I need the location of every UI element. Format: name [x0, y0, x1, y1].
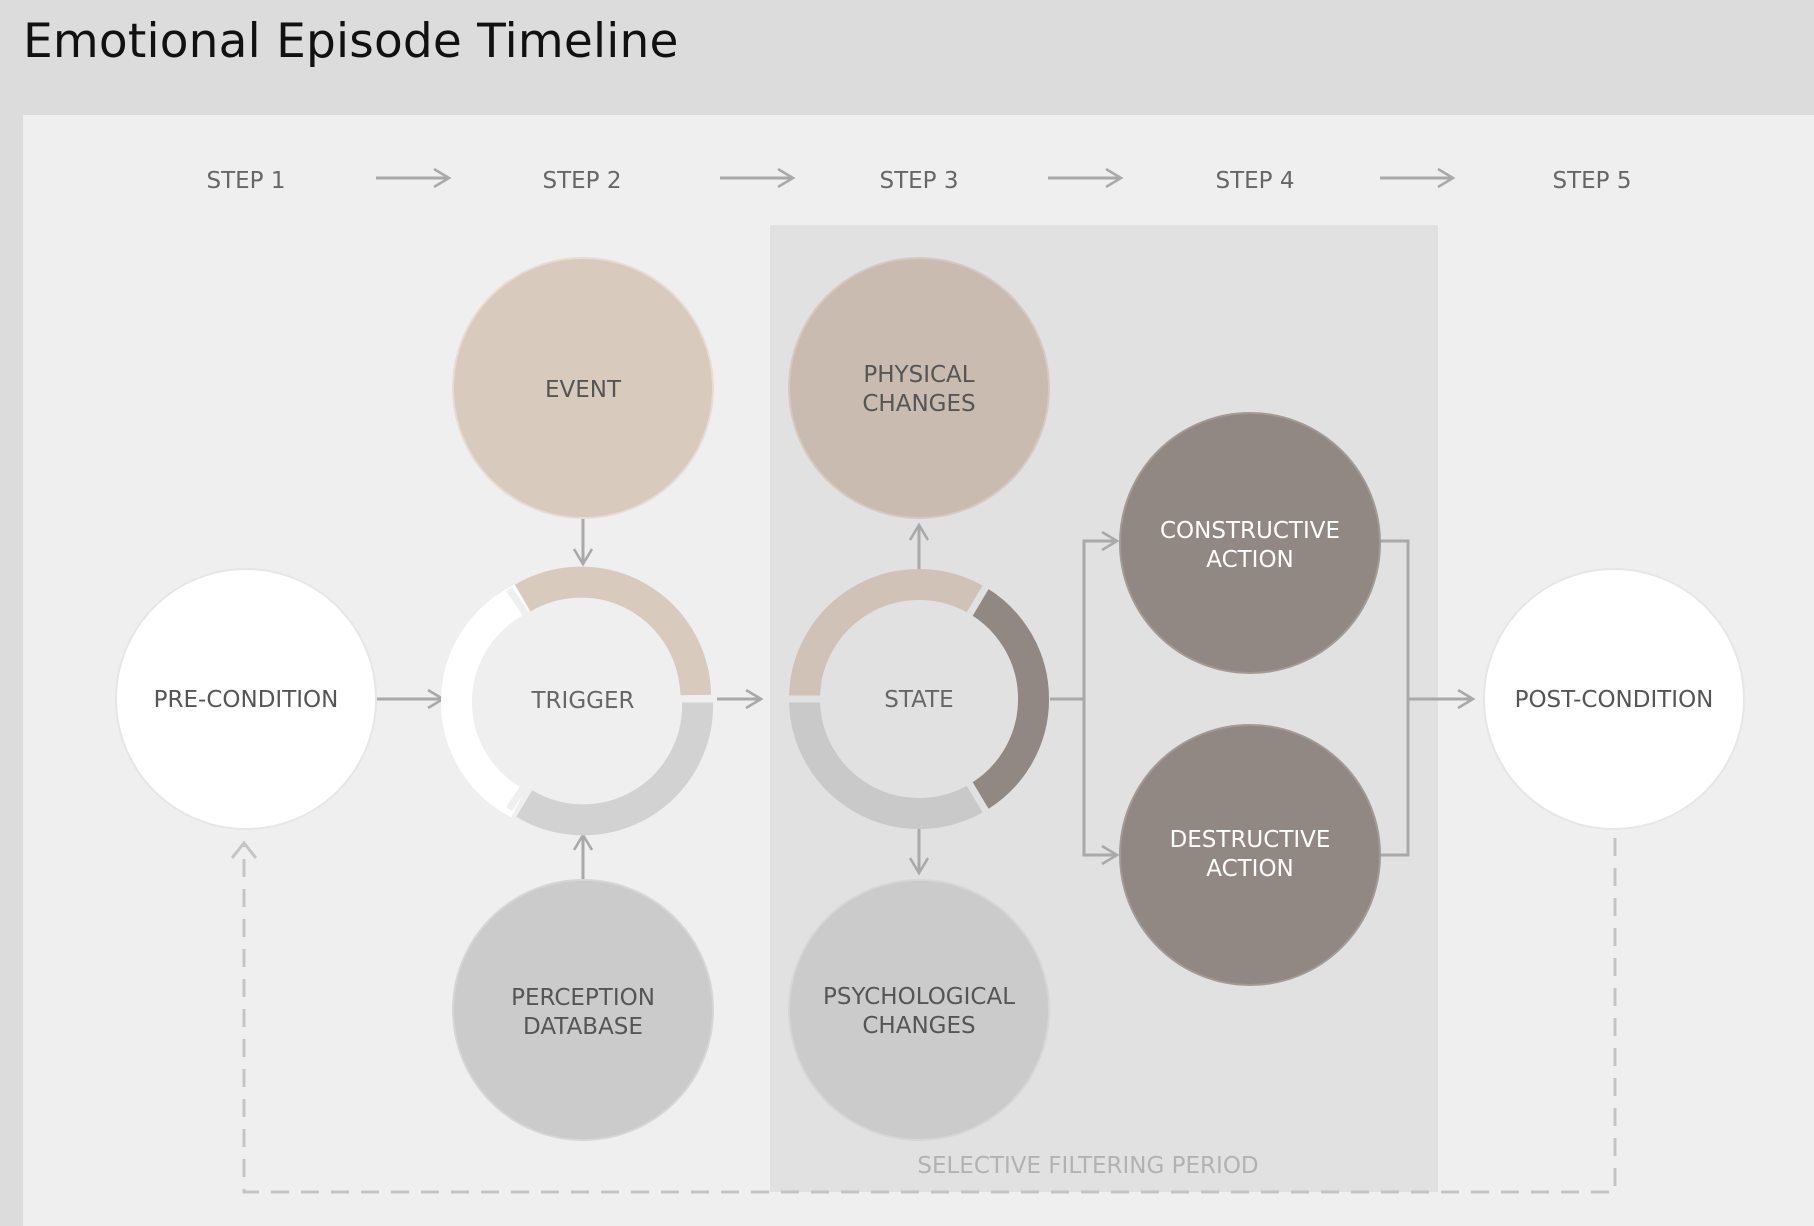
- feedback-loop-dashed-line: [242, 838, 1617, 1194]
- perception-label-line2: DATABASE: [523, 1014, 643, 1040]
- constructive-label-line2: ACTION: [1206, 547, 1294, 573]
- perception-database-circle: [452, 879, 714, 1141]
- psychological-changes-circle: [788, 879, 1050, 1141]
- destructive-action-circle: [1119, 724, 1381, 986]
- state-ring-segment-tan: [789, 569, 988, 700]
- feedback-loop-arrowhead: [230, 840, 258, 859]
- physical-changes-circle: [788, 257, 1050, 519]
- precondition-label: PRE-CONDITION: [154, 687, 339, 713]
- step-label-4: STEP 4: [1216, 168, 1295, 194]
- physical-label-line1: PHYSICAL: [863, 362, 974, 388]
- postcondition-circle: [1483, 568, 1745, 830]
- step-label-1: STEP 1: [207, 168, 286, 194]
- perception-label-line1: PERCEPTION: [511, 985, 655, 1011]
- trigger-ring-segment-grey: [516, 700, 714, 836]
- trigger-ring: [440, 566, 717, 836]
- destructive-label-line1: DESTRUCTIVE: [1170, 827, 1331, 853]
- psychological-label-line1: PSYCHOLOGICAL: [823, 984, 1015, 1010]
- step-labels: STEP 1 STEP 2 STEP 3 STEP 4 STEP 5: [207, 168, 1632, 194]
- branch-to-destructive: [1082, 699, 1116, 855]
- physical-label-line2: CHANGES: [862, 391, 975, 417]
- selective-filtering-period-label: SELECTIVE FILTERING PERIOD: [917, 1153, 1258, 1179]
- step-label-5: STEP 5: [1553, 168, 1632, 194]
- state-ring-segment-grey: [789, 698, 988, 829]
- destructive-label-line2: ACTION: [1206, 856, 1294, 882]
- page-title: Emotional Episode Timeline: [23, 14, 679, 69]
- step-label-3: STEP 3: [880, 168, 959, 194]
- branch-to-constructive: [1082, 541, 1116, 699]
- state-label: STATE: [884, 687, 953, 713]
- step-label-2: STEP 2: [543, 168, 622, 194]
- psychological-label-line2: CHANGES: [862, 1013, 975, 1039]
- event-label: EVENT: [545, 377, 622, 403]
- event-circle: [452, 257, 714, 519]
- trigger-ring-segment-white: [440, 584, 530, 818]
- trigger-ring-segment-tan: [514, 566, 712, 696]
- state-ring: [785, 569, 1049, 829]
- precondition-circle: [115, 568, 377, 830]
- postcondition-label: POST-CONDITION: [1515, 687, 1714, 713]
- connectors: [376, 518, 1472, 882]
- node-labels: PRE-CONDITION POST-CONDITION EVENT TRIGG…: [154, 362, 1714, 1040]
- state-ring-segment-taupe: [970, 588, 1049, 810]
- trigger-label: TRIGGER: [531, 688, 635, 714]
- constructive-label-line1: CONSTRUCTIVE: [1160, 518, 1340, 544]
- constructive-action-circle: [1119, 412, 1381, 674]
